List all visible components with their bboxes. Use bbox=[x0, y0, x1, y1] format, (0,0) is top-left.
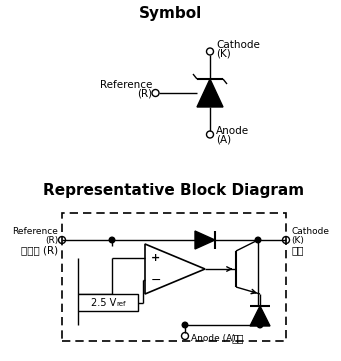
Text: Cathode: Cathode bbox=[291, 226, 329, 235]
Text: 正极: 正极 bbox=[231, 333, 243, 343]
Text: Symbol: Symbol bbox=[138, 6, 202, 21]
Text: (R): (R) bbox=[137, 89, 152, 99]
Text: Anode (A): Anode (A) bbox=[191, 334, 236, 343]
Text: Anode: Anode bbox=[216, 126, 249, 136]
Bar bbox=[78, 294, 138, 311]
Polygon shape bbox=[197, 79, 223, 107]
Text: 2.5 V: 2.5 V bbox=[91, 297, 116, 308]
Text: 负极: 负极 bbox=[291, 245, 303, 255]
Text: Reference: Reference bbox=[12, 226, 58, 235]
Circle shape bbox=[109, 237, 115, 243]
Text: Cathode: Cathode bbox=[216, 40, 260, 50]
Text: (K): (K) bbox=[216, 49, 231, 59]
Text: −: − bbox=[151, 274, 162, 287]
Polygon shape bbox=[250, 306, 270, 326]
Circle shape bbox=[182, 322, 188, 328]
Bar bbox=[62, 213, 286, 341]
Text: (R): (R) bbox=[45, 235, 58, 244]
Text: (K): (K) bbox=[291, 235, 304, 244]
Text: 参考端 (R): 参考端 (R) bbox=[21, 245, 58, 255]
Polygon shape bbox=[195, 231, 215, 249]
Circle shape bbox=[255, 237, 261, 243]
Text: Representative Block Diagram: Representative Block Diagram bbox=[43, 183, 305, 198]
Text: (A): (A) bbox=[216, 135, 231, 145]
Text: ref: ref bbox=[116, 300, 126, 306]
Text: +: + bbox=[151, 253, 160, 263]
Text: Reference: Reference bbox=[100, 80, 152, 90]
Circle shape bbox=[257, 322, 263, 328]
